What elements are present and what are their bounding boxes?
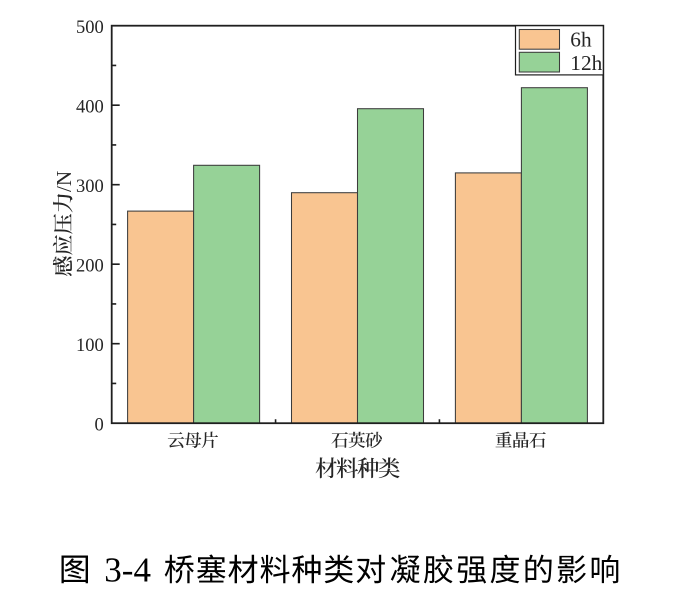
svg-text:0: 0 <box>95 415 104 435</box>
svg-text:12h: 12h <box>570 51 602 75</box>
svg-text:100: 100 <box>76 336 104 356</box>
svg-text:500: 500 <box>76 18 104 38</box>
svg-text:6h: 6h <box>570 28 592 52</box>
svg-text:300: 300 <box>76 177 104 197</box>
svg-text:3-4: 3-4 <box>104 550 151 589</box>
svg-text:/N: /N <box>52 171 76 192</box>
svg-text:200: 200 <box>76 256 104 276</box>
svg-text:400: 400 <box>76 97 104 117</box>
